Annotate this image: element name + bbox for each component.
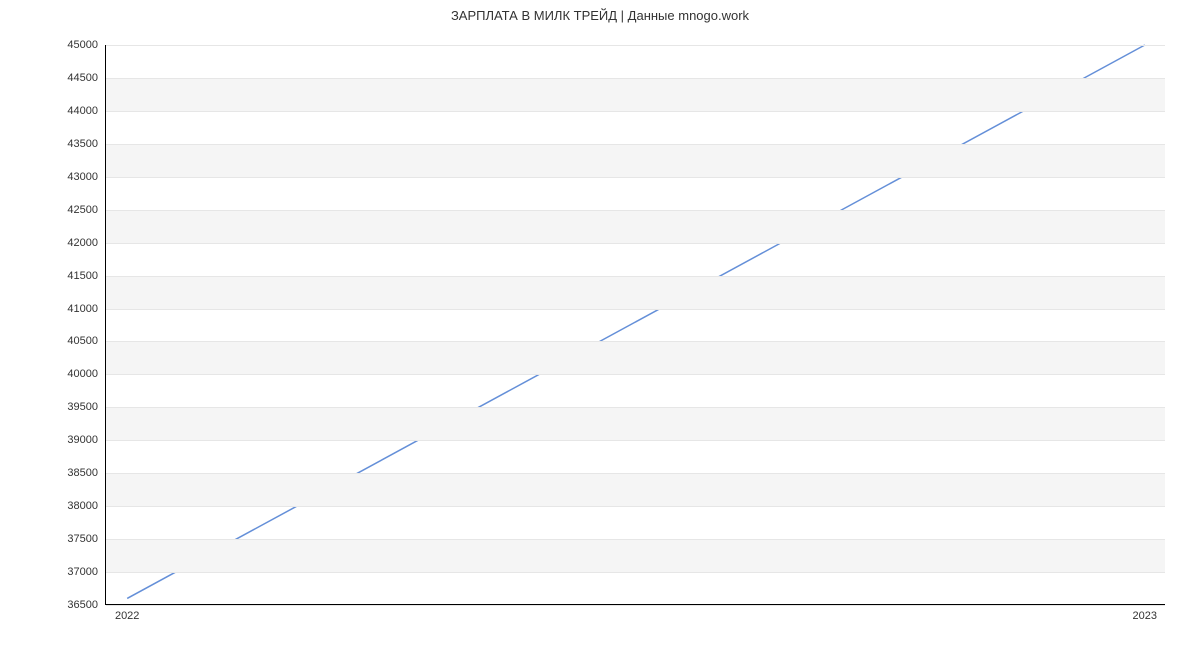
y-gridline (106, 78, 1165, 79)
y-tick-label: 44000 (67, 105, 106, 117)
grid-band (106, 341, 1165, 374)
y-tick-label: 39000 (67, 434, 106, 446)
y-tick-label: 42500 (67, 204, 106, 216)
y-gridline (106, 407, 1165, 408)
y-tick-label: 43500 (67, 138, 106, 150)
x-tick-label: 2022 (115, 604, 139, 622)
y-gridline (106, 473, 1165, 474)
y-tick-label: 38500 (67, 467, 106, 479)
y-tick-label: 40500 (67, 335, 106, 347)
plot-area: 3650037000375003800038500390003950040000… (105, 45, 1165, 605)
grid-band (106, 78, 1165, 111)
salary-chart: ЗАРПЛАТА В МИЛК ТРЕЙД | Данные mnogo.wor… (0, 0, 1200, 650)
y-tick-label: 41000 (67, 303, 106, 315)
grid-band (106, 144, 1165, 177)
y-tick-label: 40000 (67, 368, 106, 380)
y-tick-label: 37000 (67, 566, 106, 578)
y-gridline (106, 210, 1165, 211)
grid-band (106, 210, 1165, 243)
y-gridline (106, 440, 1165, 441)
y-gridline (106, 243, 1165, 244)
y-tick-label: 37500 (67, 533, 106, 545)
y-gridline (106, 45, 1165, 46)
y-gridline (106, 276, 1165, 277)
y-gridline (106, 309, 1165, 310)
y-gridline (106, 144, 1165, 145)
y-gridline (106, 341, 1165, 342)
y-tick-label: 38000 (67, 500, 106, 512)
y-tick-label: 43000 (67, 171, 106, 183)
y-gridline (106, 177, 1165, 178)
y-gridline (106, 374, 1165, 375)
grid-band (106, 539, 1165, 572)
y-tick-label: 45000 (67, 39, 106, 51)
y-gridline (106, 506, 1165, 507)
data-line (106, 45, 1166, 605)
y-tick-label: 44500 (67, 72, 106, 84)
y-tick-label: 42000 (67, 237, 106, 249)
y-gridline (106, 572, 1165, 573)
y-tick-label: 39500 (67, 401, 106, 413)
chart-title: ЗАРПЛАТА В МИЛК ТРЕЙД | Данные mnogo.wor… (0, 8, 1200, 23)
grid-band (106, 473, 1165, 506)
y-tick-label: 36500 (67, 599, 106, 611)
grid-band (106, 407, 1165, 440)
series-line (127, 45, 1145, 598)
x-tick-label: 2023 (1133, 604, 1157, 622)
grid-band (106, 276, 1165, 309)
y-gridline (106, 605, 1165, 606)
y-tick-label: 41500 (67, 270, 106, 282)
y-gridline (106, 111, 1165, 112)
y-gridline (106, 539, 1165, 540)
